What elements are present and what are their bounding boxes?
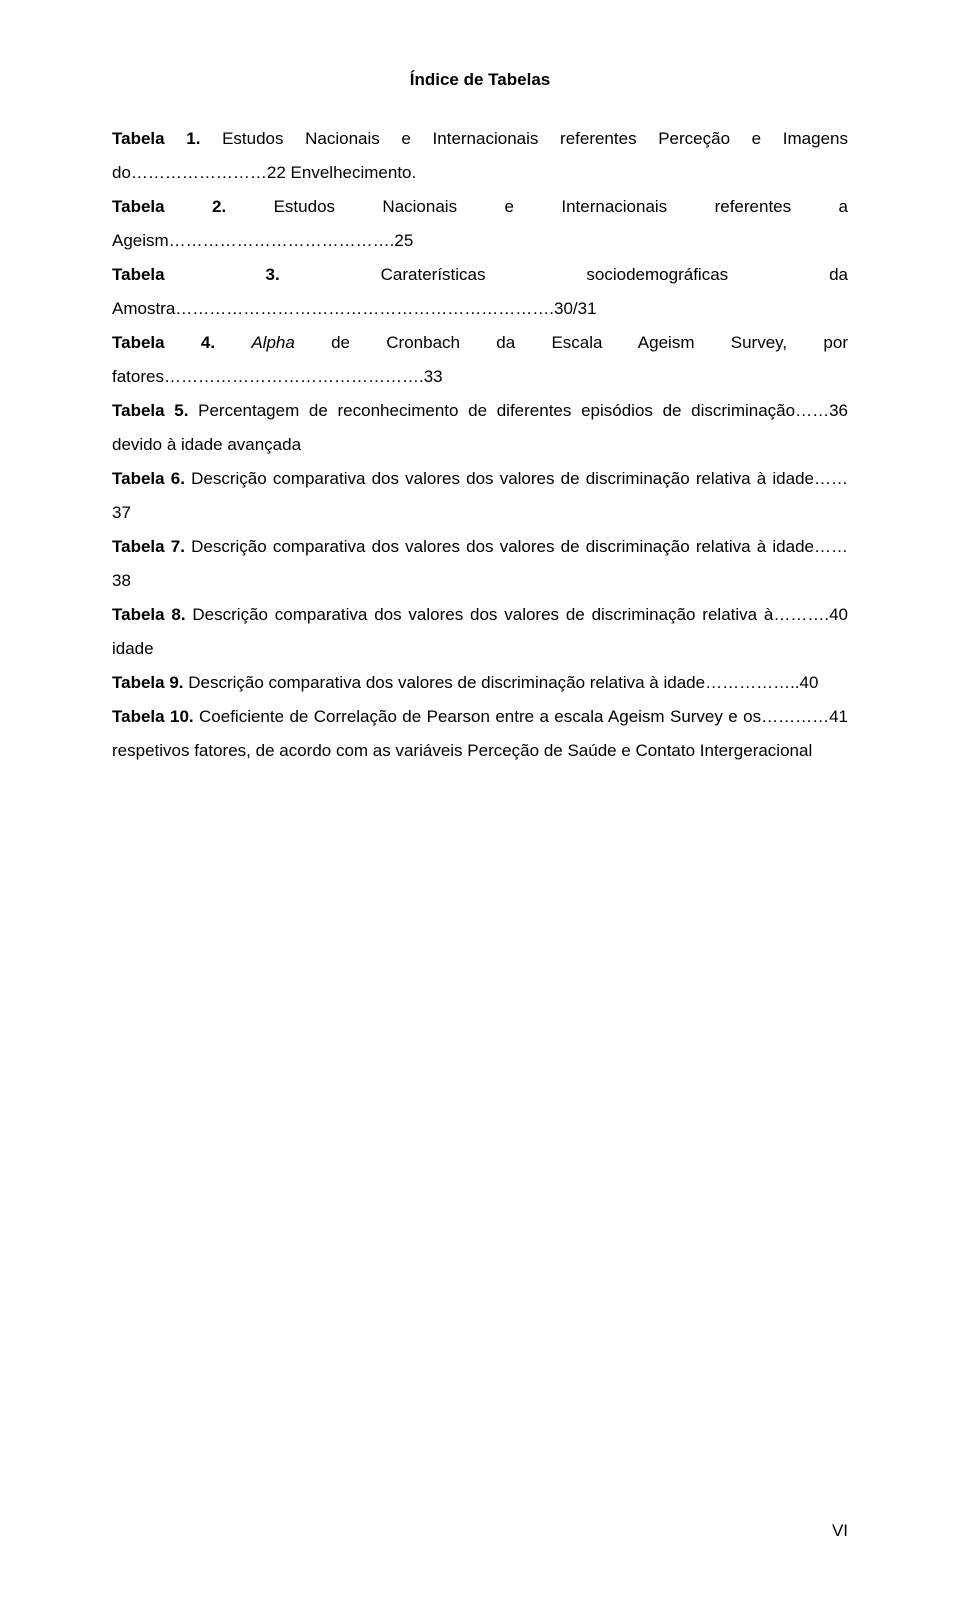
toc-entry: Tabela 8. Descrição comparativa dos valo… [112,598,848,666]
toc-entry: Tabela 6. Descrição comparativa dos valo… [112,462,848,530]
toc-label: Tabela 10. [112,707,194,726]
toc-label: Tabela 6. [112,469,185,488]
toc-text [215,333,251,352]
toc-text: Descrição comparativa dos valores dos va… [112,537,848,590]
toc-text: Estudos Nacionais e Internacionais refer… [112,129,848,182]
toc-label: Tabela 8. [112,605,186,624]
toc-entry: Tabela 5. Percentagem de reconhecimento … [112,394,848,462]
toc-label: Tabela 9. [112,673,184,692]
toc-label: Tabela 7. [112,537,185,556]
toc-entry: Tabela 10. Coeficiente de Correlação de … [112,700,848,768]
toc-text: Descrição comparativa dos valores de dis… [184,673,819,692]
toc-entry: Tabela 9. Descrição comparativa dos valo… [112,666,848,700]
toc-entry: Tabela 3. Caraterísticas sociodemográfic… [112,258,848,326]
toc-entry: Tabela 7. Descrição comparativa dos valo… [112,530,848,598]
toc-label: Tabela 3. [112,265,280,284]
toc-text: Descrição comparativa dos valores dos va… [112,605,848,658]
toc-text: Descrição comparativa dos valores dos va… [112,469,848,522]
toc-label: Tabela 1. [112,129,200,148]
toc-label: Tabela 5. [112,401,188,420]
toc-italic: Alpha [251,333,294,352]
toc-label: Tabela 4. [112,333,215,352]
toc-body: Tabela 1. Estudos Nacionais e Internacio… [112,122,848,768]
page-title: Índice de Tabelas [112,70,848,90]
toc-entry: Tabela 1. Estudos Nacionais e Internacio… [112,122,848,190]
toc-label: Tabela 2. [112,197,226,216]
toc-entry: Tabela 4. Alpha de Cronbach da Escala Ag… [112,326,848,394]
toc-text: Coeficiente de Correlação de Pearson ent… [112,707,848,760]
toc-text: Percentagem de reconhecimento de diferen… [112,401,848,454]
toc-entry: Tabela 2. Estudos Nacionais e Internacio… [112,190,848,258]
document-page: Índice de Tabelas Tabela 1. Estudos Naci… [0,0,960,1597]
page-number: VI [832,1521,848,1541]
